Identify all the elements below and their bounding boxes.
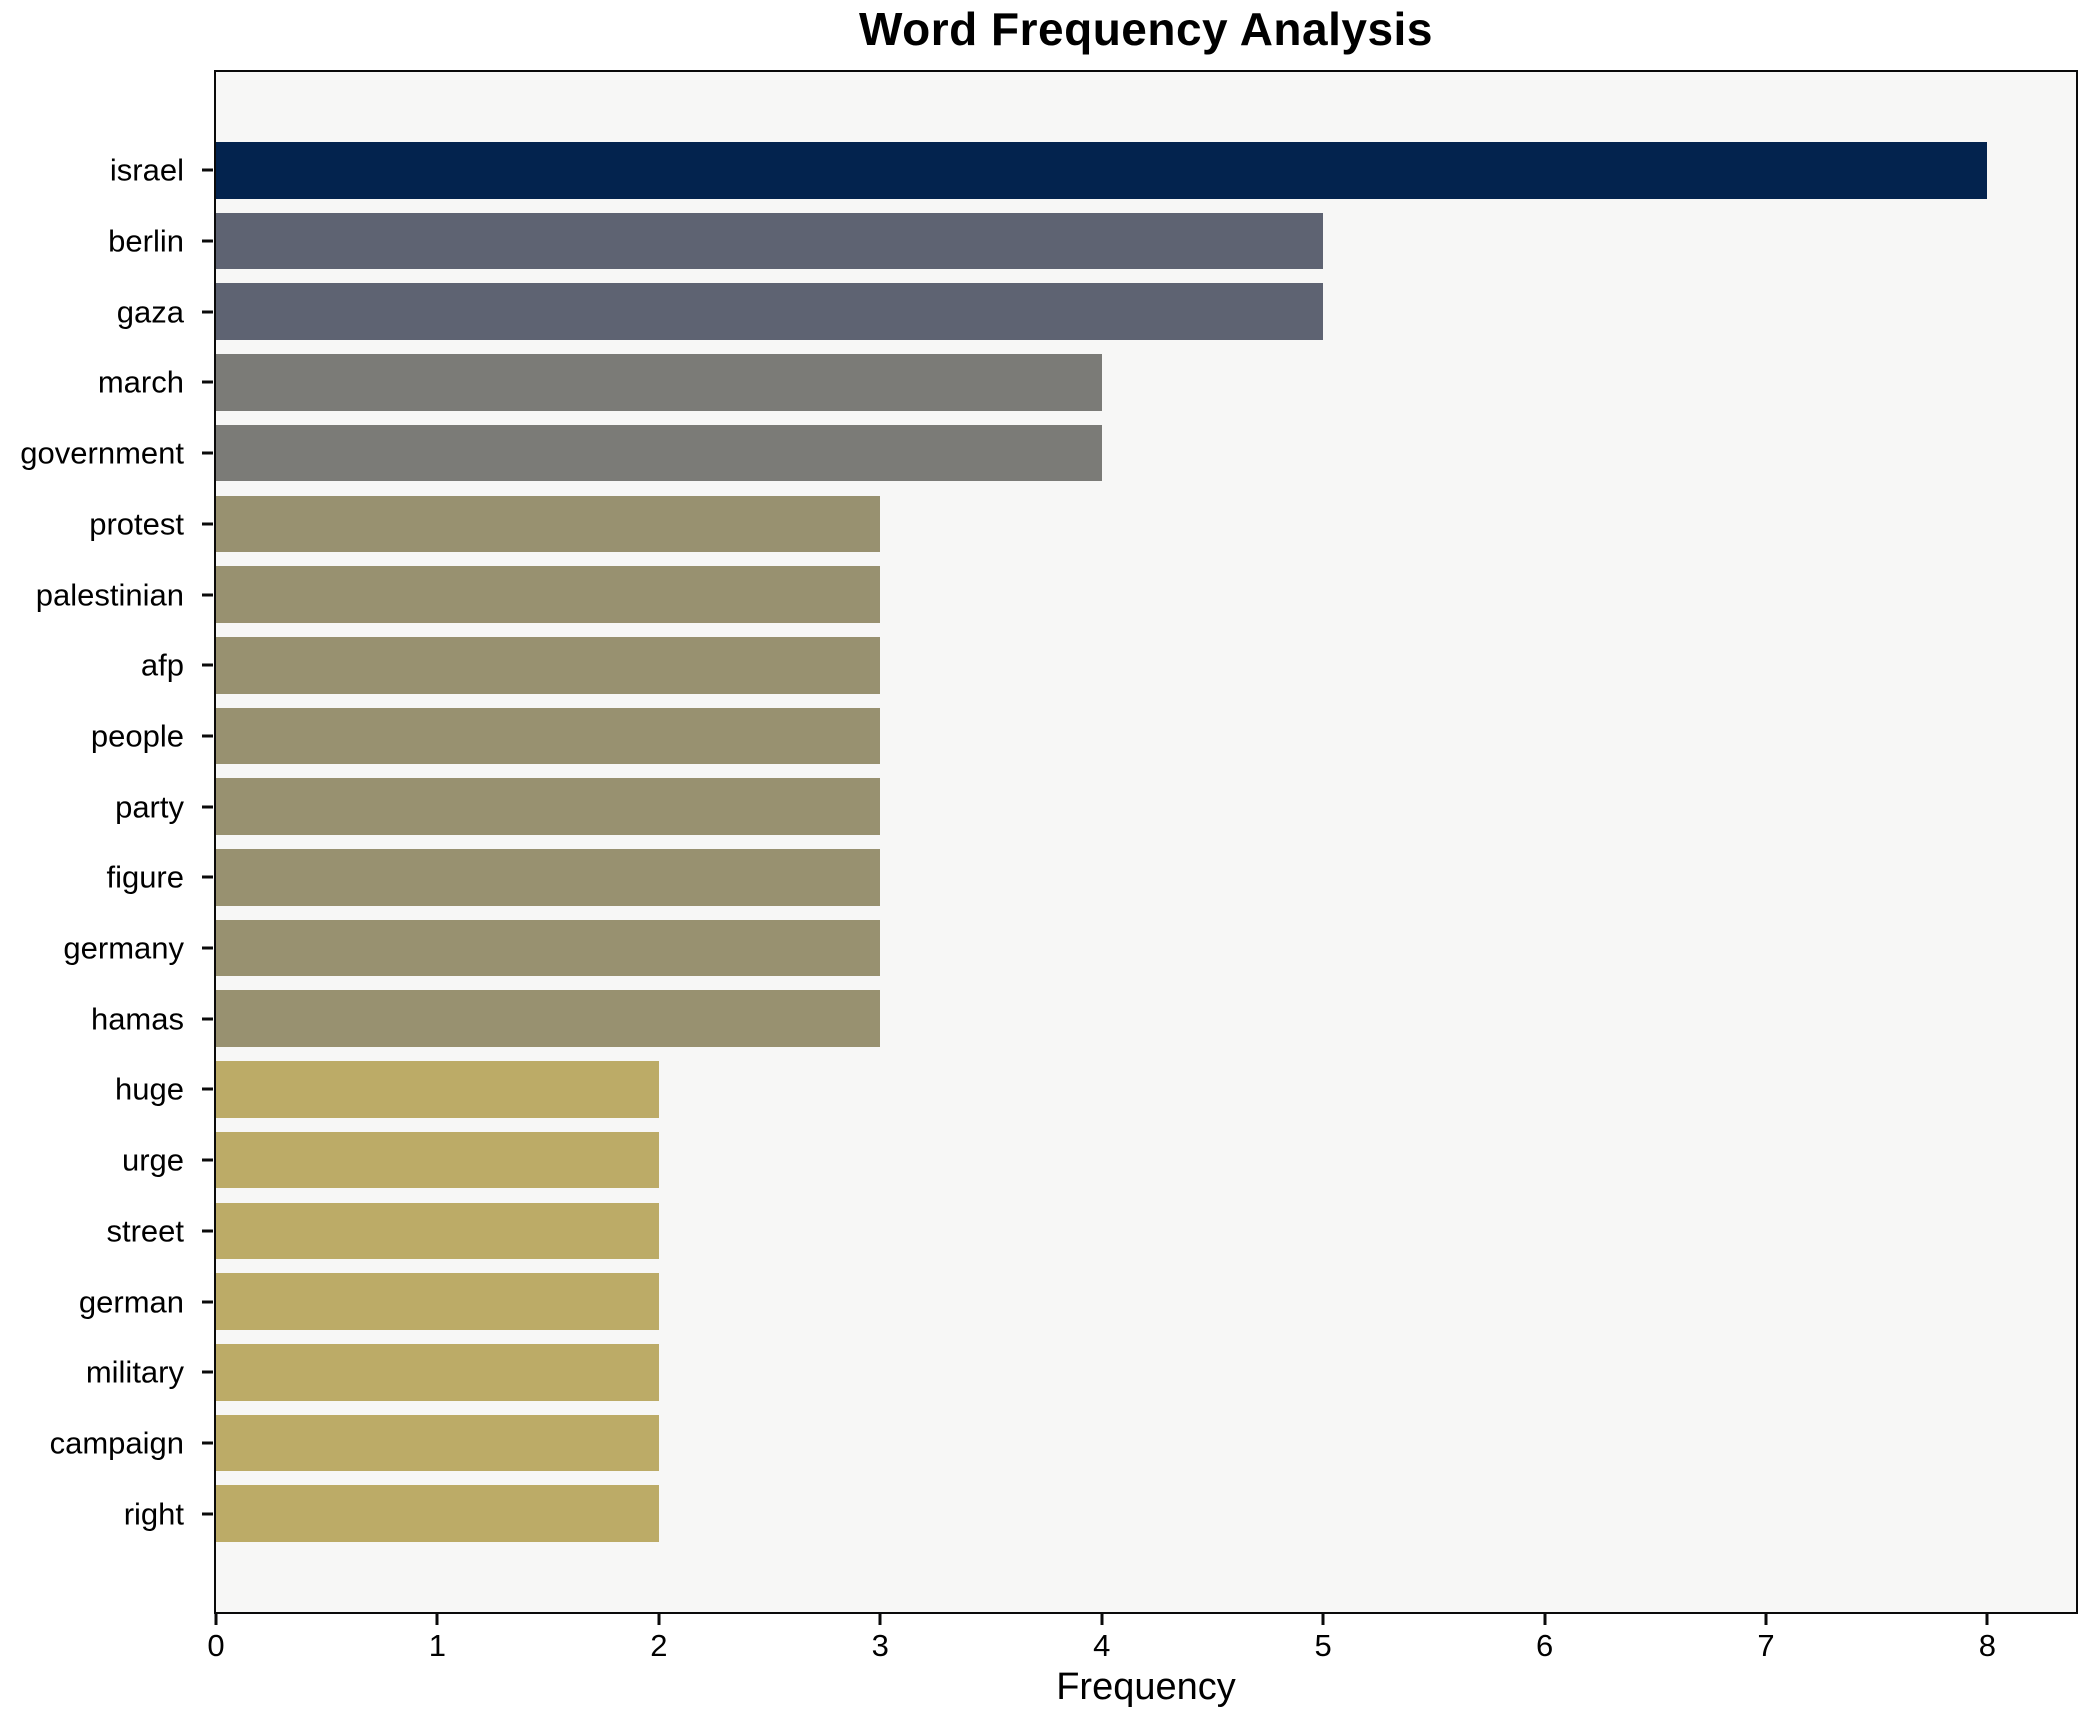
y-label-people: people bbox=[90, 718, 184, 754]
x-tick-6 bbox=[1543, 1614, 1547, 1625]
bar-hamas bbox=[216, 990, 881, 1048]
y-label-campaign: campaign bbox=[49, 1425, 184, 1461]
bar-israel bbox=[216, 142, 1988, 199]
y-label-palestinian: palestinian bbox=[35, 577, 184, 613]
bar-people bbox=[216, 707, 881, 765]
x-tick-3 bbox=[878, 1614, 882, 1625]
y-label-military: military bbox=[85, 1354, 184, 1390]
plot-area bbox=[214, 70, 2078, 1614]
bar-right bbox=[216, 1485, 659, 1542]
x-ticklabel-1: 1 bbox=[428, 1628, 447, 1663]
y-tick-figure bbox=[202, 875, 213, 879]
bar-government bbox=[216, 424, 1102, 482]
bar-huge bbox=[216, 1061, 659, 1118]
y-tick-government bbox=[202, 451, 213, 455]
y-axis-labels: israel berlin gaza march government protest pa… bbox=[0, 72, 200, 1612]
x-ticklabel-3: 3 bbox=[871, 1628, 889, 1663]
bar-military bbox=[216, 1344, 659, 1401]
y-label-party: party bbox=[115, 789, 184, 825]
x-ticklabel-8: 8 bbox=[1978, 1628, 1997, 1663]
x-tick-5 bbox=[1321, 1614, 1325, 1625]
bar-protest bbox=[216, 495, 881, 553]
y-label-german: german bbox=[78, 1284, 184, 1320]
bar-berlin bbox=[216, 212, 1324, 270]
x-axis-title: Frequency bbox=[1056, 1666, 1236, 1708]
y-tick-campaign bbox=[202, 1441, 213, 1445]
bar-afp bbox=[216, 636, 881, 694]
y-label-israel: israel bbox=[109, 152, 184, 188]
y-tick-protest bbox=[202, 522, 213, 526]
y-tick-urge bbox=[202, 1158, 213, 1162]
y-label-gaza: gaza bbox=[116, 294, 184, 330]
y-label-protest: protest bbox=[89, 506, 184, 542]
bar-germany bbox=[216, 919, 881, 977]
y-axis-ticks bbox=[202, 72, 216, 1612]
y-tick-military bbox=[202, 1370, 213, 1374]
x-tick-1 bbox=[435, 1614, 439, 1625]
x-ticklabel-5: 5 bbox=[1314, 1628, 1332, 1663]
x-ticklabel-4: 4 bbox=[1093, 1628, 1111, 1663]
y-tick-berlin bbox=[202, 239, 213, 243]
x-axis-ticks bbox=[214, 1612, 2076, 1626]
y-label-berlin: berlin bbox=[108, 223, 184, 259]
y-label-march: march bbox=[97, 364, 184, 400]
bar-german bbox=[216, 1273, 659, 1330]
y-tick-afp bbox=[202, 663, 213, 667]
y-label-huge: huge bbox=[115, 1071, 184, 1107]
bar-urge bbox=[216, 1131, 659, 1189]
y-tick-german bbox=[202, 1300, 213, 1304]
x-tick-8 bbox=[1985, 1614, 1989, 1625]
y-tick-party bbox=[202, 805, 213, 809]
y-label-figure: figure bbox=[106, 859, 184, 895]
y-tick-israel bbox=[202, 168, 213, 172]
y-tick-street bbox=[202, 1229, 213, 1233]
x-ticklabel-0: 0 bbox=[207, 1628, 225, 1663]
x-ticklabel-2: 2 bbox=[650, 1628, 668, 1663]
y-tick-gaza bbox=[202, 310, 213, 314]
bar-street bbox=[216, 1202, 659, 1260]
x-axis-tick-labels: 0 1 2 3 4 5 6 7 8 bbox=[207, 1628, 2076, 1668]
y-label-hamas: hamas bbox=[90, 1001, 184, 1037]
x-tick-0 bbox=[214, 1614, 218, 1625]
y-tick-hamas bbox=[202, 1017, 213, 1021]
x-tick-2 bbox=[657, 1614, 661, 1625]
y-tick-march bbox=[202, 380, 213, 384]
y-label-afp: afp bbox=[140, 647, 184, 683]
y-label-right: right bbox=[123, 1496, 184, 1532]
y-label-street: street bbox=[106, 1213, 184, 1249]
bar-campaign bbox=[216, 1414, 659, 1472]
y-tick-palestinian bbox=[202, 593, 213, 597]
y-label-urge: urge bbox=[121, 1142, 184, 1178]
bar-figure bbox=[216, 849, 881, 906]
y-tick-people bbox=[202, 734, 213, 738]
y-label-germany: germany bbox=[63, 930, 184, 966]
x-ticklabel-6: 6 bbox=[1535, 1628, 1554, 1663]
bar-gaza bbox=[216, 283, 1324, 340]
y-tick-huge bbox=[202, 1087, 213, 1091]
x-tick-7 bbox=[1764, 1614, 1768, 1625]
chart-title: Word Frequency Analysis bbox=[859, 3, 1433, 55]
bar-march bbox=[216, 354, 1102, 411]
x-ticklabel-7: 7 bbox=[1757, 1628, 1775, 1663]
bar-party bbox=[216, 778, 881, 835]
y-label-government: government bbox=[20, 435, 184, 471]
bar-palestinian bbox=[216, 566, 881, 623]
x-tick-4 bbox=[1100, 1614, 1104, 1625]
y-tick-right bbox=[202, 1512, 213, 1516]
y-tick-germany bbox=[202, 946, 213, 950]
